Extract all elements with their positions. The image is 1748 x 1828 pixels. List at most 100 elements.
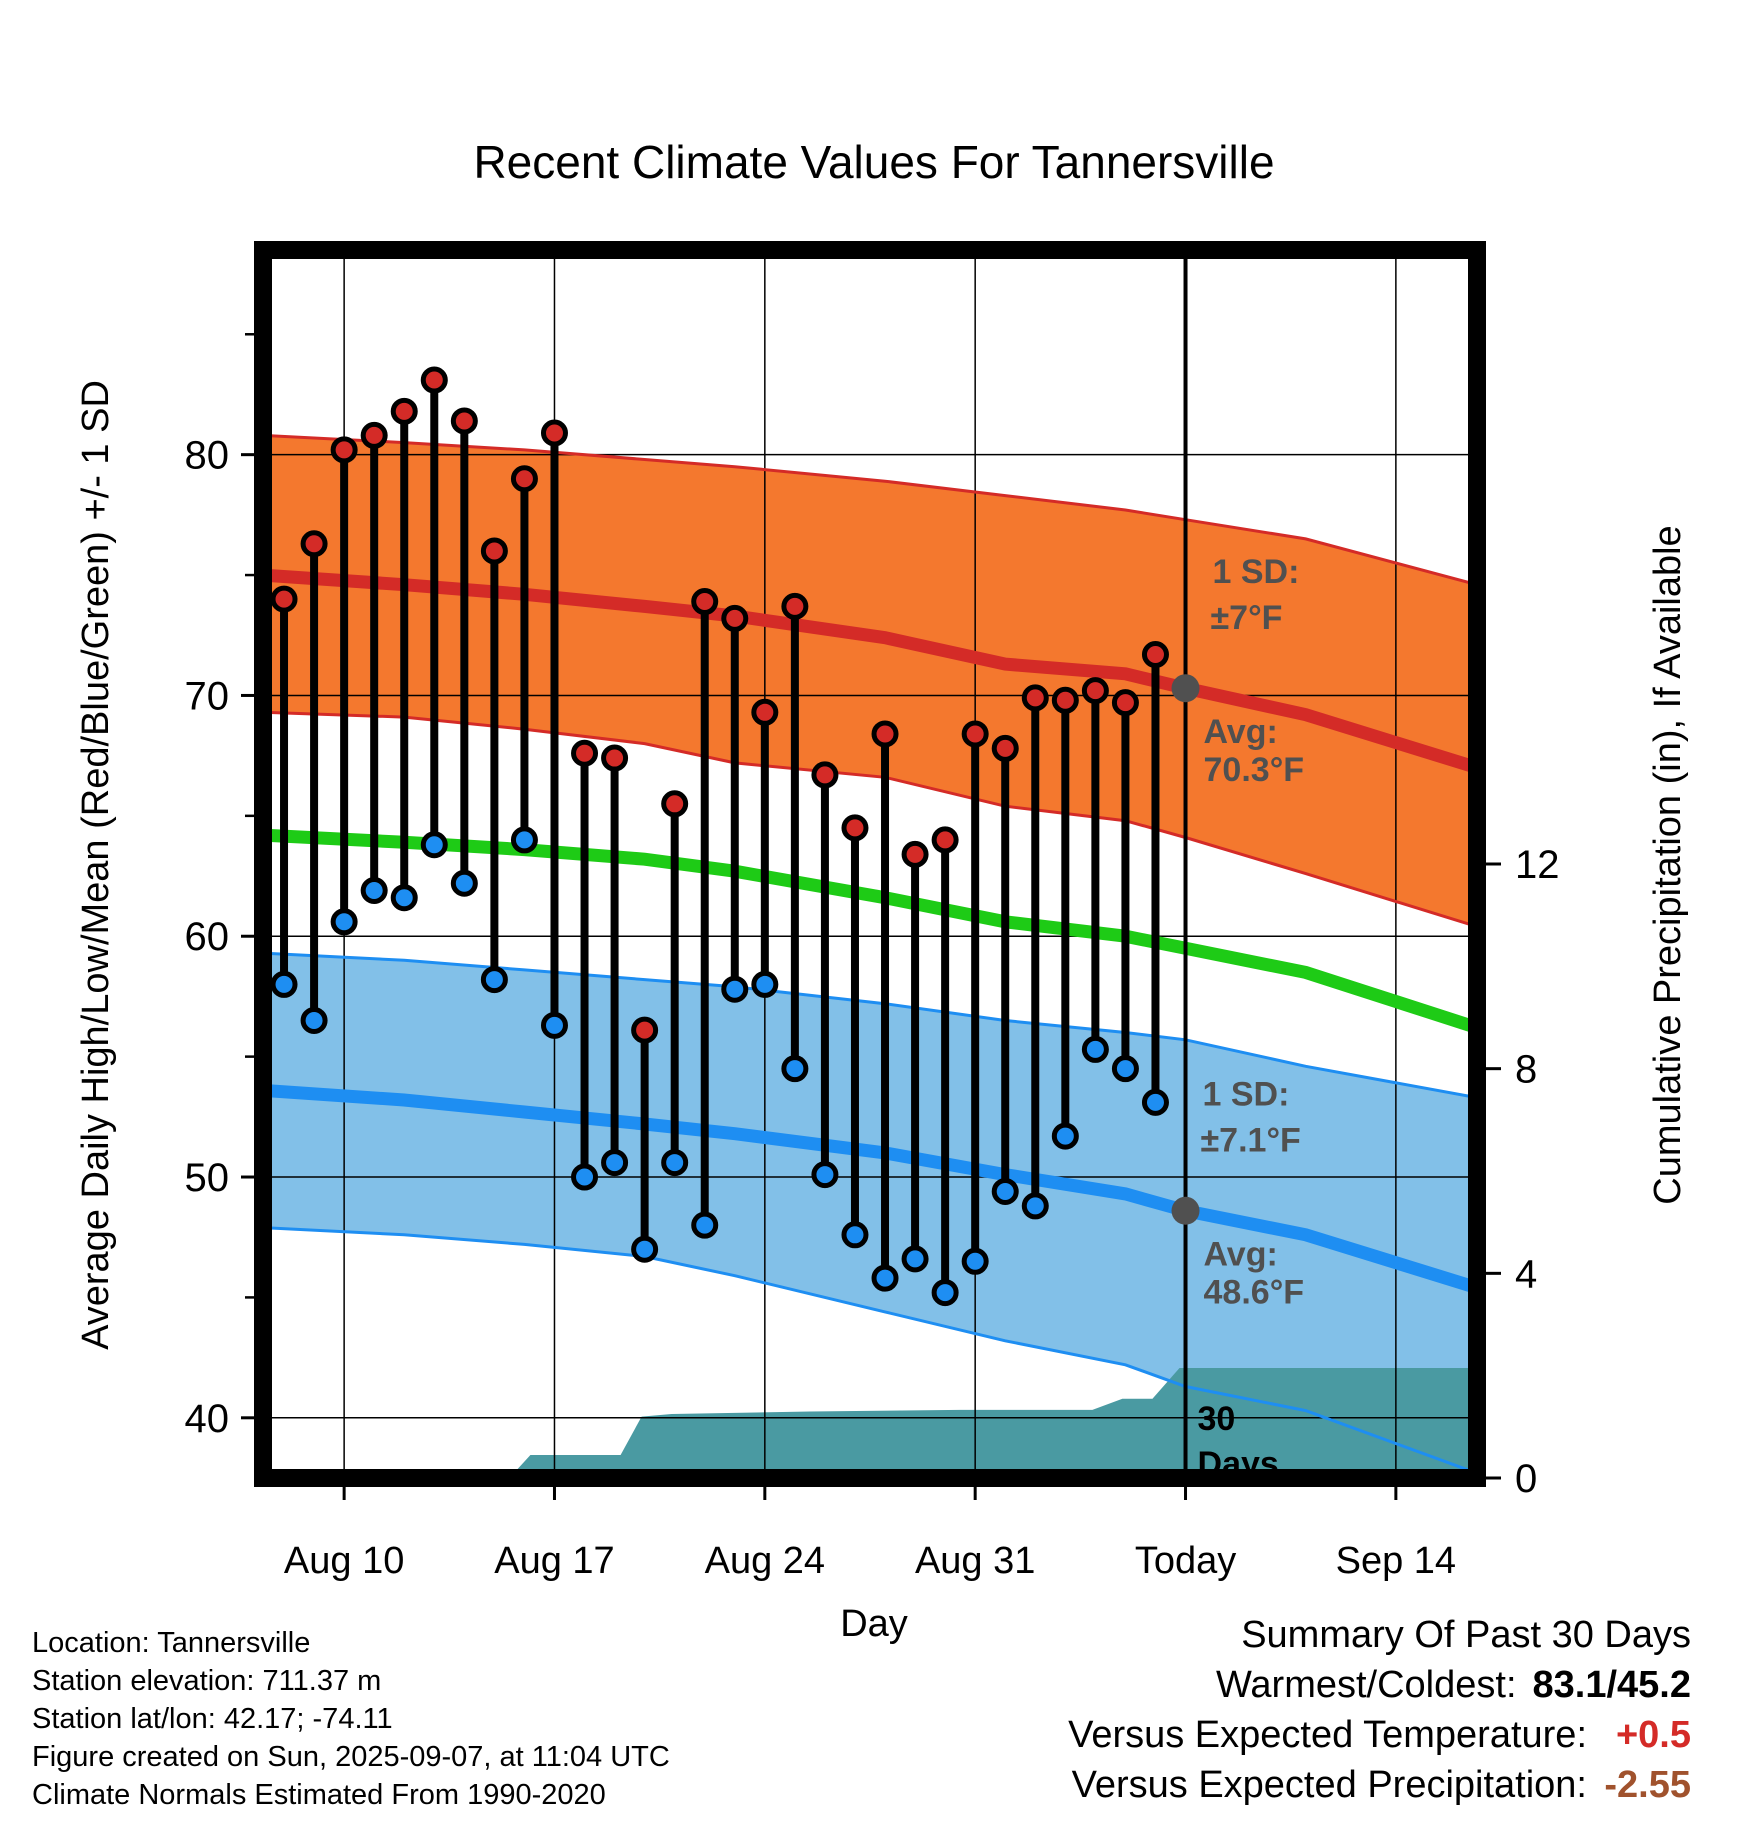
summary-warm-cold: Warmest/Coldest: 83.1/45.2 (1068, 1660, 1691, 1710)
y2-tick-label: 8 (1515, 1048, 1537, 1092)
summary-panel: Summary Of Past 30 Days Warmest/Coldest:… (1068, 1610, 1691, 1810)
low-point (480, 966, 508, 994)
created-text: Figure created on Sun, 2025-09-07, at 11… (32, 1741, 670, 1773)
chart-title: Recent Climate Values For Tannersville (473, 136, 1274, 188)
low-point (510, 826, 538, 854)
axes: Aug 10 Aug 17 Aug 24 Aug 31 Today Sep 1440506… (185, 333, 1560, 1582)
high-point (781, 592, 809, 620)
summary-precip: Versus Expected Precipitation: -2.55 (1068, 1760, 1691, 1810)
high-point (601, 744, 629, 772)
low-point (270, 970, 298, 998)
high-point (300, 530, 328, 558)
latlon-text: Station lat/lon: 42.17; -74.11 (32, 1703, 393, 1735)
low-point (1081, 1035, 1109, 1063)
warm-cold-label: Warmest/Coldest: (1215, 1664, 1517, 1706)
low-point (1021, 1192, 1049, 1220)
low-point (931, 1279, 959, 1307)
high-point (330, 436, 358, 464)
high-point (631, 1016, 659, 1044)
low-point (811, 1161, 839, 1189)
window-label: 30 (1198, 1400, 1236, 1438)
low-point (330, 908, 358, 936)
high-point (1111, 689, 1139, 717)
precip-label: Versus Expected Precipitation: (1071, 1764, 1587, 1806)
high-point (1021, 684, 1049, 712)
y-tick-label: 70 (185, 674, 230, 718)
high-point (901, 840, 929, 868)
low-point (871, 1264, 899, 1292)
high-point (841, 814, 869, 842)
low-point (721, 975, 749, 1003)
low-point (1111, 1055, 1139, 1083)
low-point (751, 970, 779, 998)
today-avg-marker (1171, 1196, 1200, 1225)
high-point (991, 734, 1019, 762)
high-point (931, 826, 959, 854)
low-point (661, 1149, 689, 1177)
low-sd-band (263, 953, 1477, 1474)
precip-value: -2.55 (1604, 1764, 1691, 1806)
low-point (961, 1247, 989, 1275)
low-point (631, 1235, 659, 1263)
precip-area (509, 1368, 1477, 1478)
avg-value: 48.6°F (1204, 1274, 1305, 1312)
normal-high-line (263, 568, 1477, 774)
avg-label: Avg: (1204, 713, 1278, 751)
high-sd-value: ±7°F (1211, 599, 1283, 637)
station-info: Location: Tannersville Station elevation… (32, 1624, 670, 1814)
high-point (1141, 641, 1169, 669)
low-point (390, 884, 418, 912)
low-point (991, 1177, 1019, 1205)
elevation-text: Station elevation: 711.37 m (32, 1665, 382, 1697)
x-tick-label: Aug 17 (494, 1540, 614, 1582)
x-tick-label: Today (1135, 1540, 1236, 1582)
low-point (781, 1055, 809, 1083)
low-point (360, 876, 388, 904)
high-point (480, 537, 508, 565)
summary-temp: Versus Expected Temperature: +0.5 (1068, 1710, 1691, 1760)
high-sd-band (263, 435, 1477, 927)
high-point (510, 465, 538, 493)
low-point (420, 831, 448, 859)
data-marks (270, 250, 1200, 1478)
low-point (571, 1163, 599, 1191)
avg-label: Avg: (1204, 1236, 1278, 1274)
low-point (1141, 1088, 1169, 1116)
high-point (811, 761, 839, 789)
low-sd-label: 1 SD: (1203, 1076, 1290, 1114)
low-point (540, 1011, 568, 1039)
high-point (691, 588, 719, 616)
x-tick-label: Aug 24 (705, 1540, 825, 1582)
high-point (450, 407, 478, 435)
temp-value: +0.5 (1615, 1714, 1691, 1756)
high-point (721, 604, 749, 632)
temp-label: Versus Expected Temperature: (1068, 1714, 1587, 1756)
warm-cold-value: 83.1/45.2 (1532, 1664, 1691, 1706)
high-point (390, 397, 418, 425)
x-tick-label: Aug 31 (915, 1540, 1035, 1582)
y2-tick-label: 12 (1515, 843, 1560, 887)
location-text: Location: Tannersville (32, 1627, 311, 1659)
low-point (691, 1211, 719, 1239)
low-point (300, 1007, 328, 1035)
y-tick-label: 80 (185, 434, 230, 478)
low-point (841, 1221, 869, 1249)
low-point (450, 869, 478, 897)
y2-tick-label: 4 (1515, 1252, 1537, 1296)
low-point (1051, 1122, 1079, 1150)
high-point (420, 366, 448, 394)
y-tick-label: 60 (185, 915, 230, 959)
y-tick-label: 50 (185, 1156, 230, 1200)
high-point (270, 585, 298, 613)
high-point (751, 698, 779, 726)
low-lower-edge (263, 1226, 1477, 1475)
high-upper-edge (263, 433, 1477, 587)
low-sd-value: ±7.1°F (1201, 1121, 1301, 1159)
today-avg-marker (1171, 674, 1200, 703)
low-point (601, 1149, 629, 1177)
plot-area (263, 250, 1477, 1478)
low-point (901, 1245, 929, 1273)
high-sd-label: 1 SD: (1213, 553, 1300, 591)
summary-title: Summary Of Past 30 Days (1241, 1614, 1691, 1656)
